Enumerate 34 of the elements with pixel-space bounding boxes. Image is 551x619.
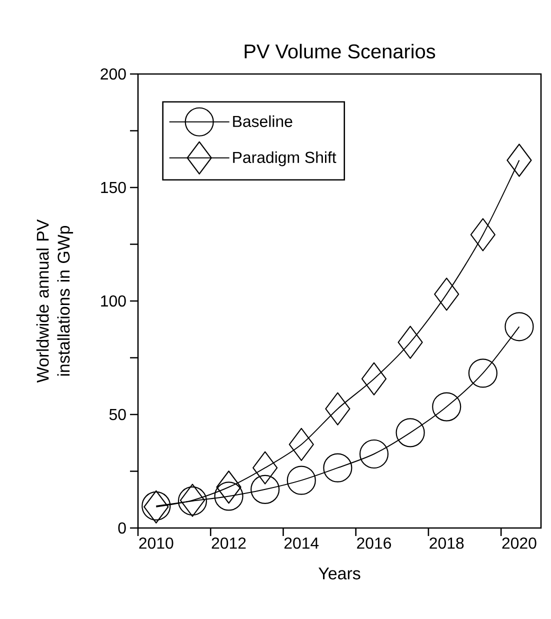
point (288, 428, 314, 462)
x-tick-label: 2020 (502, 538, 536, 549)
x-tick-label: 2012 (212, 538, 246, 549)
legend-label: Paradigm Shift (233, 151, 336, 166)
point (214, 482, 244, 511)
point (323, 453, 352, 482)
point (434, 278, 460, 311)
y-tick-label: 200 (100, 68, 126, 80)
x-axis-title: Years (318, 568, 360, 580)
point (504, 312, 534, 342)
y-tick-label: 0 (118, 522, 126, 534)
point (470, 218, 496, 252)
x-tick-label: 2018 (430, 538, 464, 549)
y-tick-label: 100 (101, 295, 126, 307)
point (216, 470, 242, 504)
point (468, 358, 498, 388)
point (359, 439, 389, 469)
point (398, 326, 423, 359)
y-tick-label: 50 (109, 408, 126, 420)
point (325, 392, 350, 426)
y-tick-label: 150 (101, 182, 126, 194)
point (361, 362, 387, 396)
legend-label: Baseline (233, 115, 292, 128)
point (250, 474, 280, 504)
point (252, 451, 278, 484)
point (286, 466, 316, 495)
x-tick-label: 2016 (357, 538, 392, 549)
chart-title: PV Volume Scenarios (244, 44, 436, 58)
point (396, 418, 425, 448)
point (432, 392, 462, 422)
point (506, 144, 532, 177)
y-axis-title: Worldwide annual PV installations in GWp (36, 219, 74, 383)
x-tick-label: 2014 (284, 538, 319, 549)
x-tick-label: 2010 (139, 538, 174, 549)
